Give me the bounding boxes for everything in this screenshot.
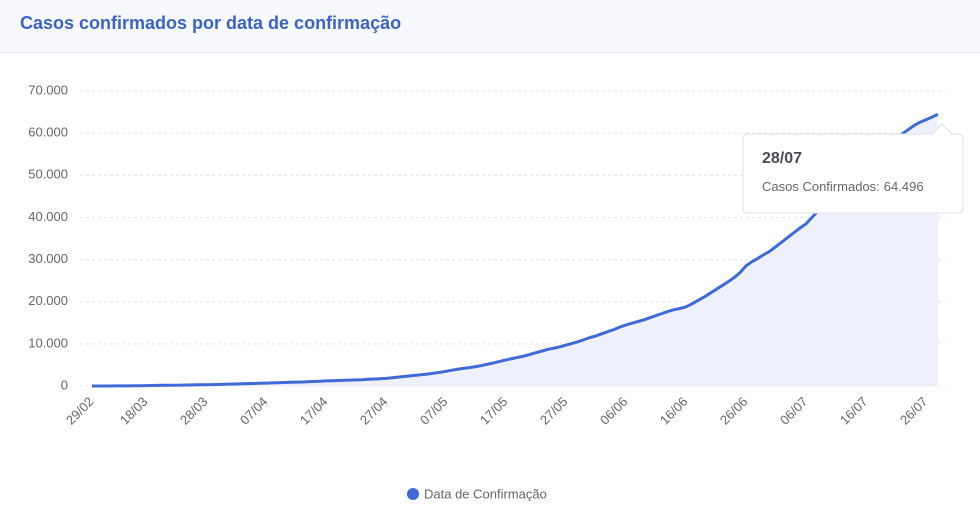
x-tick-label: 26/06 <box>717 394 751 428</box>
x-tick-label: 17/04 <box>297 394 331 428</box>
y-tick-label: 50.000 <box>28 167 68 182</box>
x-tick-label: 07/04 <box>237 394 271 428</box>
legend-swatch <box>407 488 419 500</box>
tooltip-box <box>742 123 964 214</box>
y-tick-label: 60.000 <box>28 125 68 140</box>
x-tick-label: 27/04 <box>357 394 391 428</box>
y-tick-label: 10.000 <box>28 335 68 350</box>
chart-title: Casos confirmados por data de confirmaçã… <box>20 13 401 33</box>
tooltip-title: 28/07 <box>762 150 802 167</box>
legend-item: Data de Confirmação <box>407 486 547 501</box>
x-tick-label: 27/05 <box>537 394 571 428</box>
x-tick-label: 16/07 <box>837 394 871 428</box>
x-tick-label: 26/07 <box>897 394 931 428</box>
y-tick-label: 0 <box>61 377 68 392</box>
y-tick-label: 30.000 <box>28 251 68 266</box>
x-tick-label: 07/05 <box>417 394 451 428</box>
card-header <box>0 0 980 52</box>
tooltip: 28/07 Casos Confirmados: 64.496 <box>742 123 964 214</box>
x-tick-label: 28/03 <box>177 394 211 428</box>
y-tick-label: 40.000 <box>28 209 68 224</box>
tooltip-series: Casos Confirmados: <box>762 179 880 194</box>
x-tick-label: 17/05 <box>477 394 511 428</box>
x-tick-label: 06/07 <box>777 394 811 428</box>
x-tick-label: 18/03 <box>117 394 151 428</box>
area <box>92 114 938 386</box>
line <box>92 112 939 388</box>
x-tick-label: 16/06 <box>657 394 691 428</box>
y-tick-label: 20.000 <box>28 293 68 308</box>
legend-label: Data de Confirmação <box>424 486 547 501</box>
x-tick-label: 29/02 <box>63 394 97 428</box>
tooltip-value: 64.496 <box>884 179 924 194</box>
y-tick-label: 70.000 <box>28 82 68 97</box>
x-tick-label: 06/06 <box>597 394 631 428</box>
tooltip-label: Casos Confirmados: 64.496 <box>762 179 924 194</box>
